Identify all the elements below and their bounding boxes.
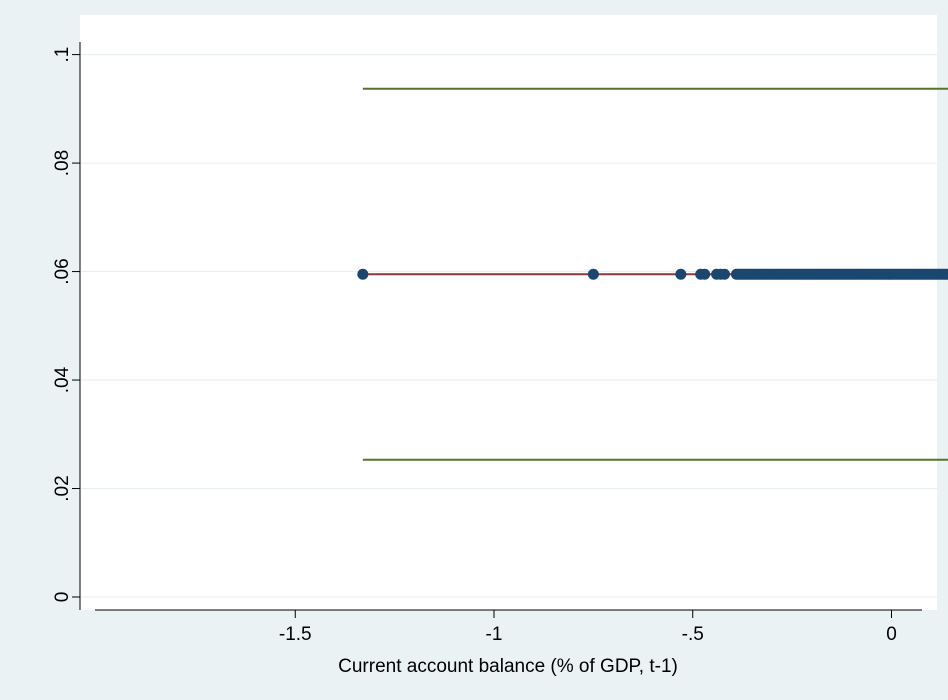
scatter-point — [588, 269, 599, 280]
plot-background — [80, 15, 937, 610]
x-tick-label: 0 — [886, 624, 897, 645]
y-tick-label: .04 — [52, 366, 73, 393]
x-axis-label: Current account balance (% of GDP, t-1) — [338, 656, 678, 677]
y-tick-label: .02 — [52, 475, 73, 501]
y-tick-label: .1 — [52, 47, 73, 63]
scatter-point — [675, 269, 686, 280]
scatter-point — [699, 269, 710, 280]
x-tick-label: -.5 — [682, 624, 704, 645]
scatter-point — [357, 269, 368, 280]
y-tick-label: .08 — [52, 150, 73, 176]
y-tick-label: 0 — [52, 592, 73, 603]
scatter-point — [719, 269, 730, 280]
x-tick-label: -1 — [486, 624, 503, 645]
x-tick-label: -1.5 — [279, 624, 312, 645]
y-tick-label: .06 — [52, 258, 73, 284]
